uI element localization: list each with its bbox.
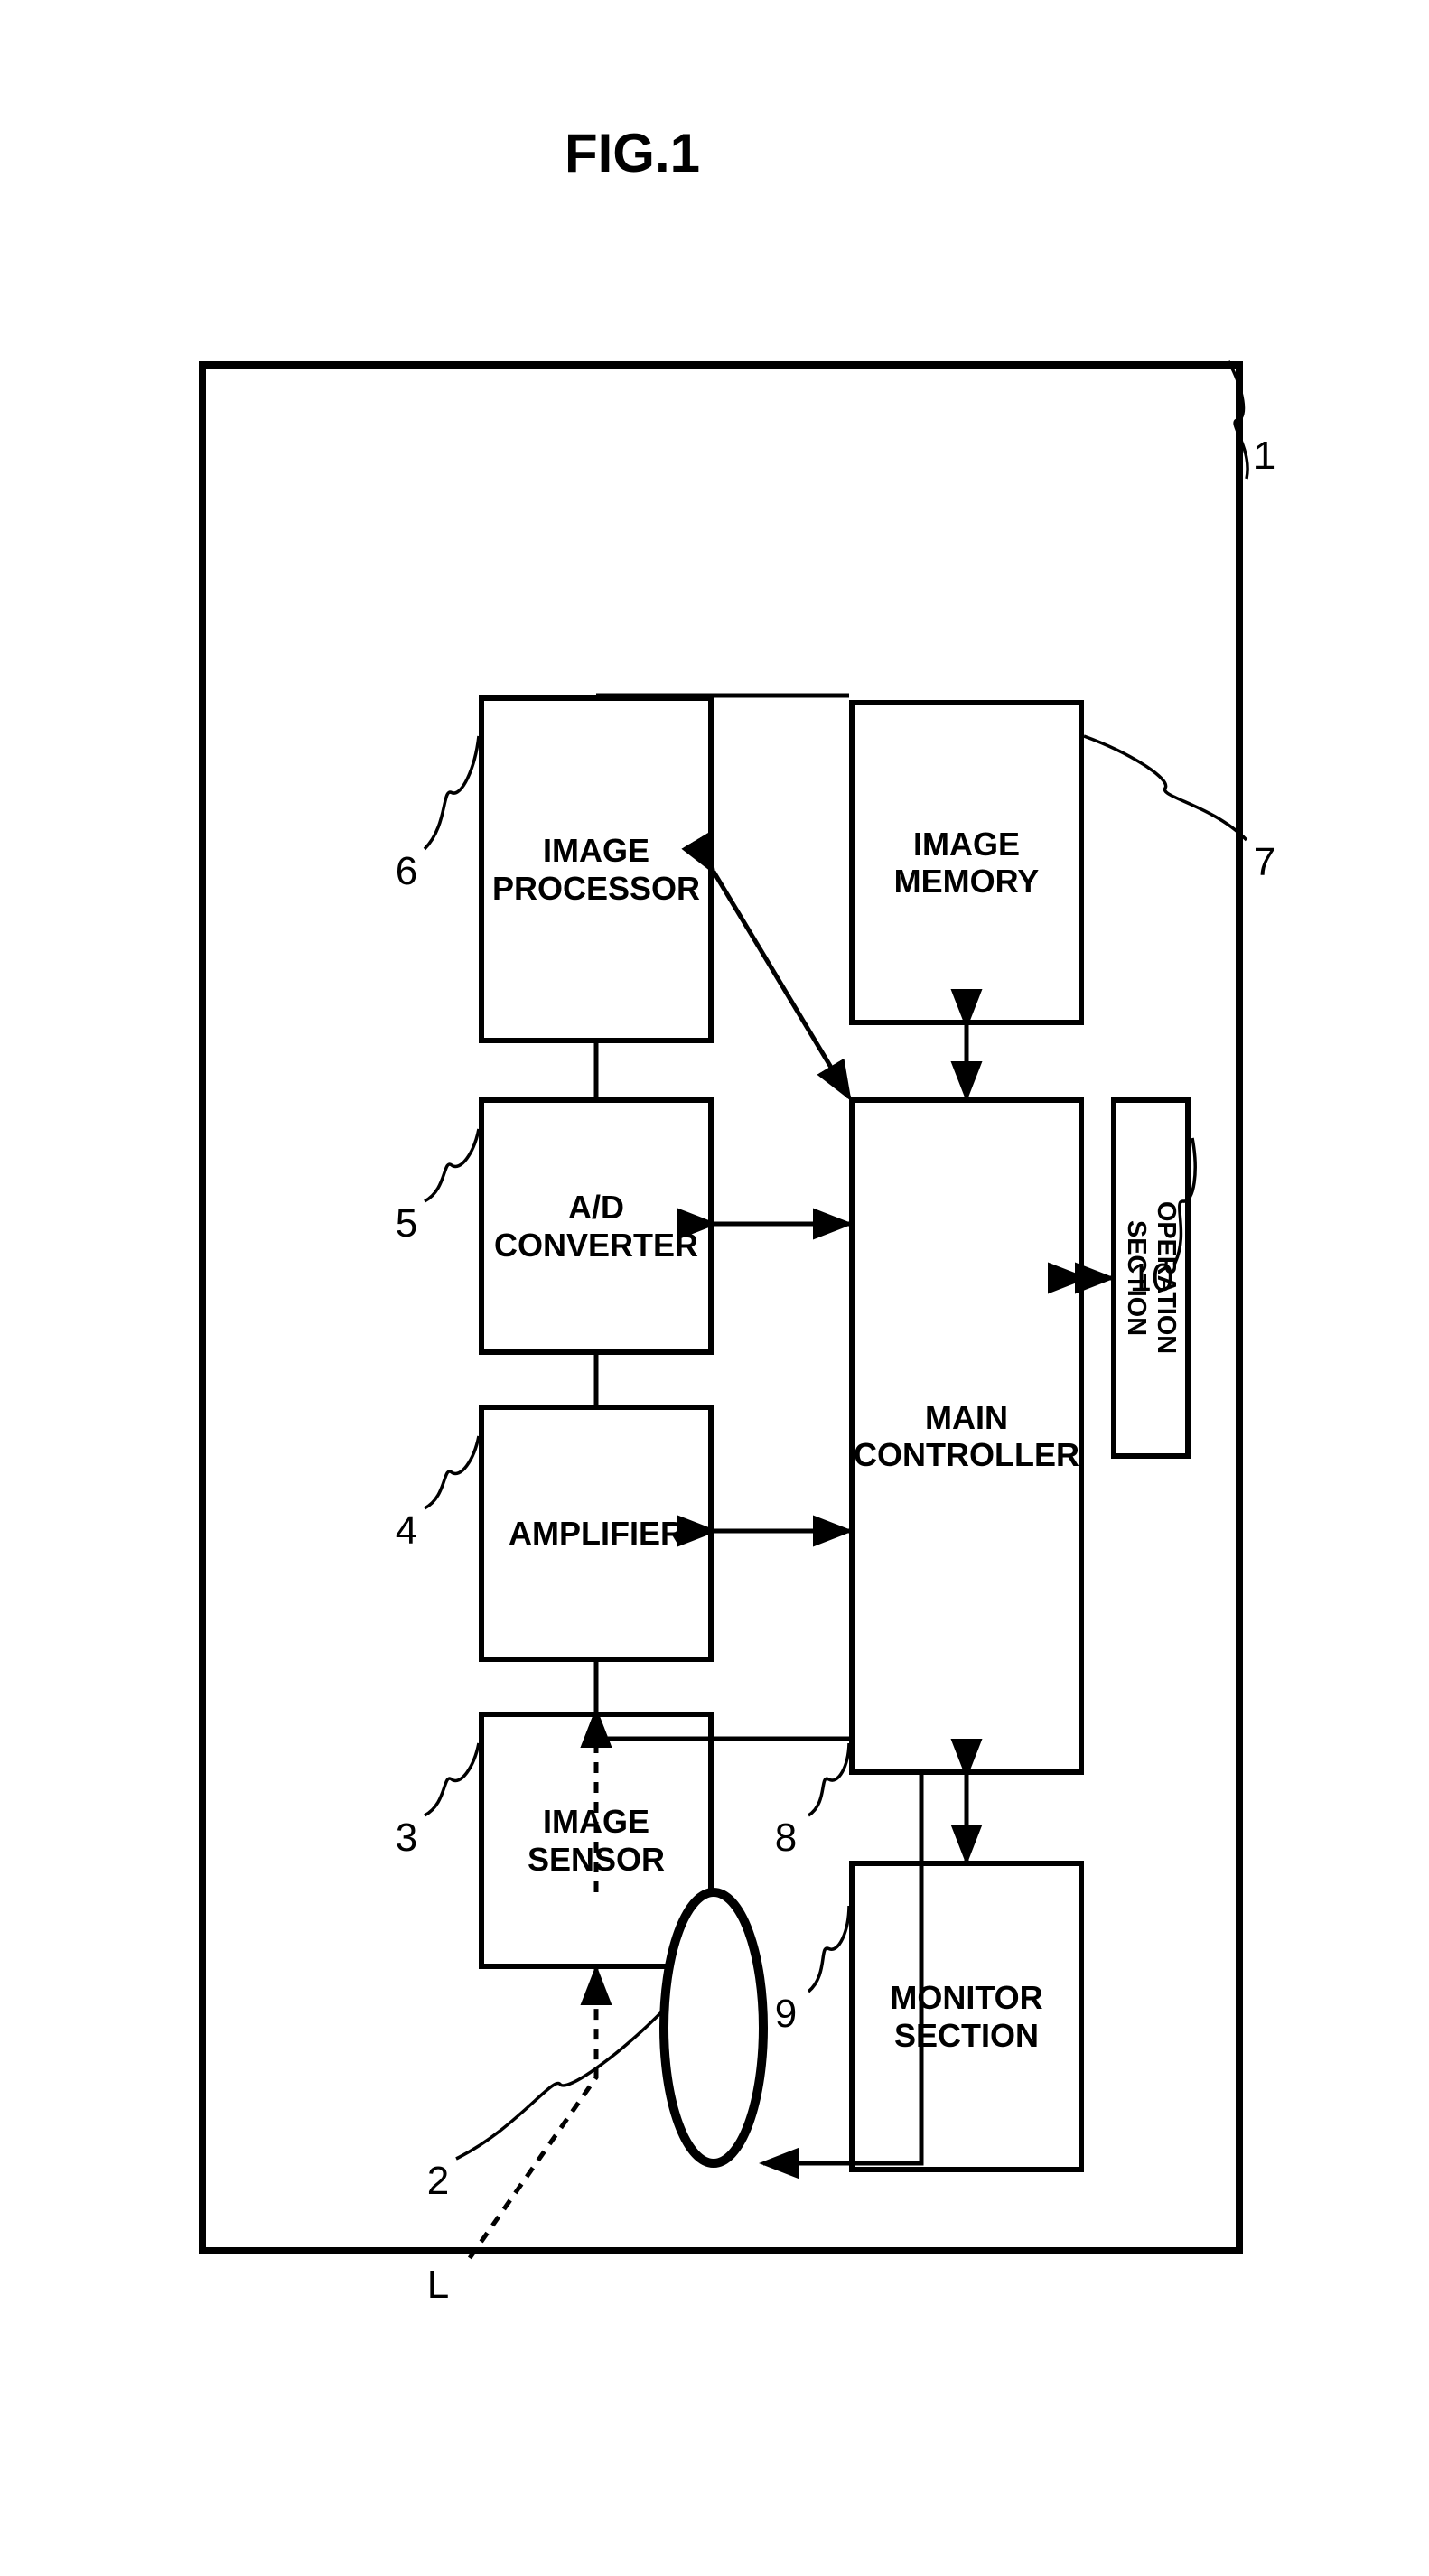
ref-label-r7: 7 bbox=[1238, 840, 1292, 885]
ref-label-r4: 4 bbox=[379, 1508, 434, 1554]
block-ad-converter: A/DCONVERTER bbox=[479, 1097, 714, 1355]
ref-label-r1: 1 bbox=[1238, 434, 1292, 479]
system-container bbox=[199, 361, 1243, 2254]
ref-label-r10: 10 bbox=[1125, 1255, 1179, 1301]
ref-label-r3: 3 bbox=[379, 1815, 434, 1861]
block-main-controller: MAIN CONTROLLER bbox=[849, 1097, 1084, 1775]
ref-label-r5: 5 bbox=[379, 1201, 434, 1246]
block-image-processor: IMAGEPROCESSOR bbox=[479, 695, 714, 1043]
ref-label-L: L bbox=[411, 2263, 465, 2308]
block-image-sensor: IMAGESENSOR bbox=[479, 1712, 714, 1969]
block-monitor-section: MONITORSECTION bbox=[849, 1861, 1084, 2172]
ref-label-r6: 6 bbox=[379, 849, 434, 894]
ref-label-r9: 9 bbox=[759, 1992, 813, 2037]
block-image-memory: IMAGEMEMORY bbox=[849, 700, 1084, 1025]
figure-title: FIG.1 bbox=[524, 122, 741, 184]
ref-label-r8: 8 bbox=[759, 1815, 813, 1861]
block-amplifier: AMPLIFIER bbox=[479, 1405, 714, 1662]
ref-label-r2: 2 bbox=[411, 2159, 465, 2204]
